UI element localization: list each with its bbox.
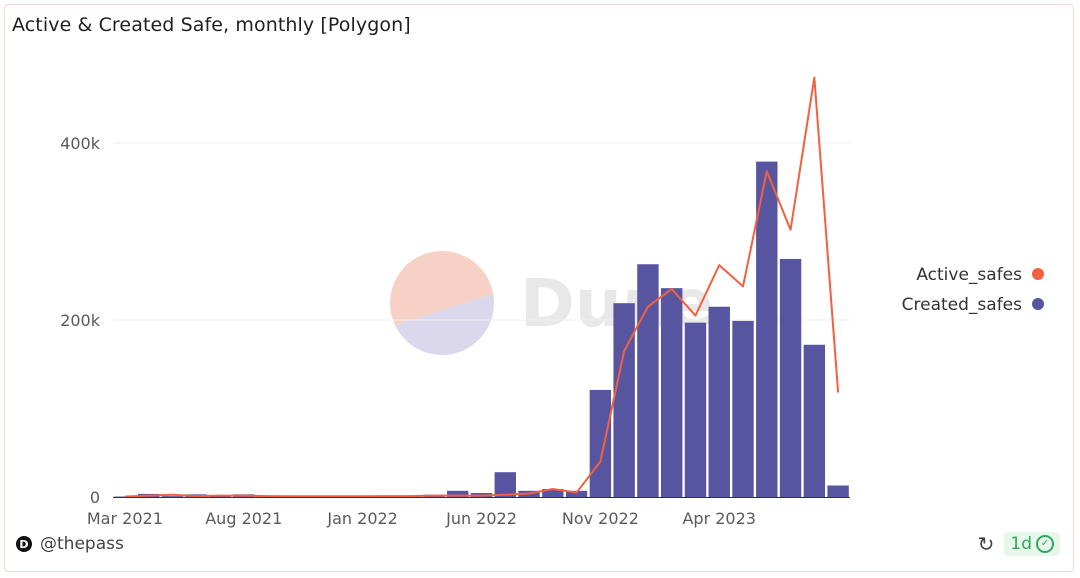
legend-marker[interactable]	[1032, 298, 1044, 310]
created-safes-bar[interactable]	[756, 161, 778, 497]
created-safes-bar[interactable]	[114, 496, 136, 498]
legend-label[interactable]: Active_safes	[916, 265, 1022, 285]
freshness-badge[interactable]: 1d ✓	[1004, 532, 1060, 556]
refresh-icon[interactable]: ↻	[977, 532, 995, 556]
created-safes-bar[interactable]	[684, 322, 707, 497]
watermark-logo-bottom-icon	[394, 293, 494, 355]
created-safes-bar[interactable]	[447, 490, 469, 497]
y-tick-label: 400k	[60, 134, 101, 153]
created-safes-bar[interactable]	[708, 306, 730, 497]
y-tick-label: 0	[90, 488, 100, 507]
active-safes-line-path[interactable]	[124, 76, 840, 498]
author-handle[interactable]: @thepass	[40, 534, 124, 554]
created-safes-bar[interactable]	[613, 303, 635, 497]
y-axis: 0 200k 400k	[60, 134, 101, 507]
created-safes-bar[interactable]	[803, 344, 826, 497]
x-tick-label: Jan 2022	[326, 509, 397, 528]
created-safes-bar[interactable]	[779, 258, 802, 497]
footer-actions: ↻ 1d ✓	[978, 532, 1060, 556]
created-safes-bar[interactable]	[494, 472, 516, 497]
x-tick-label: Mar 2021	[87, 509, 163, 528]
created-safes-bar[interactable]	[565, 490, 588, 497]
dune-profile-logo-icon: D	[16, 536, 32, 552]
x-tick-label: Aug 2021	[205, 509, 282, 528]
chart-card	[4, 4, 1074, 572]
legend[interactable]: Active_safes Created_safes	[902, 265, 1044, 315]
x-axis: Mar 2021 Aug 2021 Jan 2022 Jun 2022 Nov 2022…	[87, 497, 850, 528]
created-safes-bar[interactable]	[637, 264, 659, 497]
created-safes-bar[interactable]	[827, 485, 849, 497]
created-safes-bar[interactable]	[660, 288, 683, 497]
created-safes-bar[interactable]	[732, 320, 754, 497]
x-tick-label: Nov 2022	[562, 509, 639, 528]
y-tick-label: 200k	[60, 311, 101, 330]
legend-label[interactable]: Created_safes	[902, 295, 1022, 315]
created-safes-bar[interactable]	[161, 496, 184, 497]
chart-title: Active & Created Safe, monthly [Polygon]	[12, 14, 411, 36]
watermark-logo-top-icon	[389, 250, 494, 325]
x-tick-label: Jun 2022	[445, 509, 517, 528]
author-attribution[interactable]: D @thepass	[16, 534, 124, 554]
x-tick-label: Apr 2023	[682, 509, 755, 528]
freshness-label: 1d	[1010, 534, 1032, 554]
legend-marker[interactable]	[1032, 268, 1044, 280]
active-safes-line	[124, 76, 840, 498]
check-circle-icon: ✓	[1036, 535, 1054, 553]
created-safes-bar[interactable]	[542, 489, 564, 497]
created-safes-bars	[114, 161, 849, 498]
created-safes-bar[interactable]	[589, 389, 612, 497]
